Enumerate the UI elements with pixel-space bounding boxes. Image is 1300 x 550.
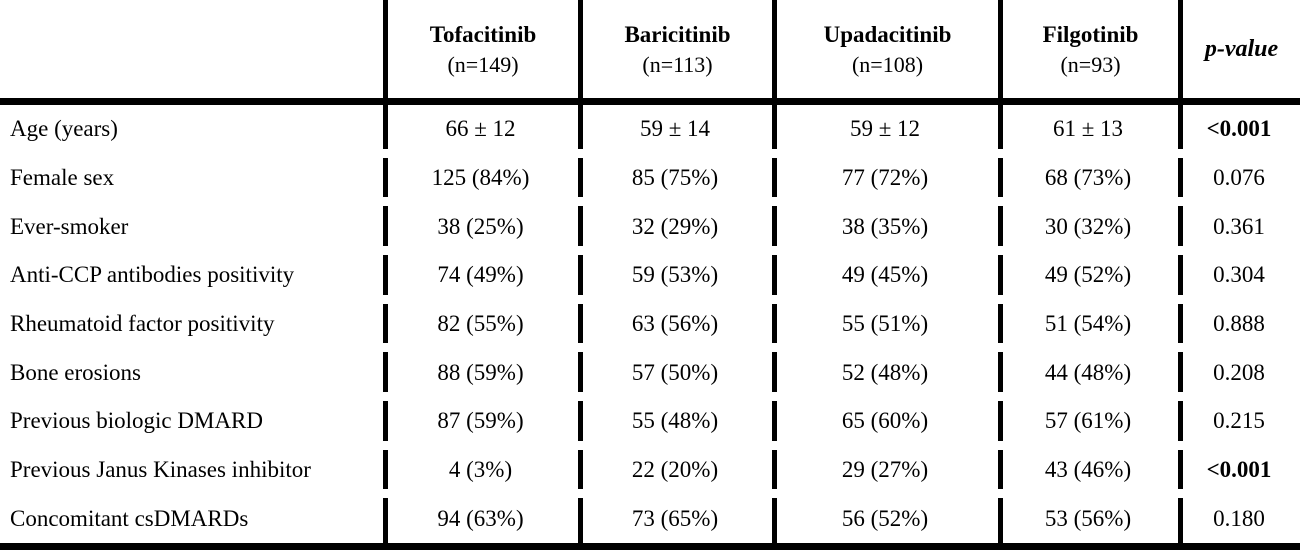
cell-tofacitinib: 66 ± 12 — [383, 105, 578, 154]
cell-p-value: 0.361 — [1178, 202, 1300, 251]
cell-tofacitinib: 125 (84%) — [383, 154, 578, 203]
table-row-previous-biologic-dmard: Previous biologic DMARD 87 (59%) 55 (48%… — [0, 397, 1300, 446]
cell-p-value: 0.076 — [1178, 154, 1300, 203]
row-label: Ever-smoker — [10, 213, 129, 239]
cell-filgotinib: 49 (52%) — [998, 251, 1178, 300]
cell-tofacitinib: 4 (3%) — [383, 446, 578, 495]
row-label: Previous Janus Kinases inhibitor — [10, 456, 311, 482]
cell-tofacitinib: 94 (63%) — [383, 494, 578, 543]
cell-tofacitinib: 74 (49%) — [383, 251, 578, 300]
cell-upadacitinib: 49 (45%) — [772, 251, 998, 300]
cell-tofacitinib: 87 (59%) — [383, 397, 578, 446]
table-row-ever-smoker: Ever-smoker 38 (25%) 32 (29%) 38 (35%) 3… — [0, 202, 1300, 251]
column-header-p-value: p-value — [1178, 0, 1300, 98]
cell-baricitinib: 22 (20%) — [578, 446, 772, 495]
drug-name: Upadacitinib — [823, 21, 952, 47]
sample-size: (n=113) — [642, 51, 713, 77]
cell-p-value: 0.180 — [1178, 494, 1300, 543]
cell-baricitinib: 32 (29%) — [578, 202, 772, 251]
cell-baricitinib: 57 (50%) — [578, 348, 772, 397]
cell-filgotinib: 43 (46%) — [998, 446, 1178, 495]
sample-size: (n=93) — [1060, 51, 1121, 77]
cell-filgotinib: 51 (54%) — [998, 300, 1178, 349]
cell-baricitinib: 59 ± 14 — [578, 105, 772, 154]
cell-baricitinib: 73 (65%) — [578, 494, 772, 543]
cell-baricitinib: 85 (75%) — [578, 154, 772, 203]
row-label: Concomitant csDMARDs — [10, 505, 249, 531]
table-row-rheumatoid-factor: Rheumatoid factor positivity 82 (55%) 63… — [0, 300, 1300, 349]
column-header-upadacitinib: Upadacitinib (n=108) — [772, 0, 998, 98]
cell-p-value: 0.888 — [1178, 300, 1300, 349]
cell-p-value: 0.208 — [1178, 348, 1300, 397]
table-row-female-sex: Female sex 125 (84%) 85 (75%) 77 (72%) 6… — [0, 154, 1300, 203]
sample-size: (n=149) — [447, 51, 519, 77]
cell-filgotinib: 44 (48%) — [998, 348, 1178, 397]
cell-filgotinib: 68 (73%) — [998, 154, 1178, 203]
drug-name: Baricitinib — [624, 21, 731, 47]
cell-filgotinib: 57 (61%) — [998, 397, 1178, 446]
row-label: Anti-CCP antibodies positivity — [10, 262, 295, 288]
cell-upadacitinib: 56 (52%) — [772, 494, 998, 543]
table-row-concomitant-csdmards: Concomitant csDMARDs 94 (63%) 73 (65%) 5… — [0, 494, 1300, 543]
drug-name: Filgotinib — [1042, 21, 1139, 47]
row-label: Age (years) — [10, 116, 118, 142]
table-row-age: Age (years) 66 ± 12 59 ± 14 59 ± 12 61 ±… — [0, 105, 1300, 154]
column-header-tofacitinib: Tofacitinib (n=149) — [383, 0, 578, 98]
cell-upadacitinib: 55 (51%) — [772, 300, 998, 349]
row-label: Female sex — [10, 164, 115, 190]
column-header-baricitinib: Baricitinib (n=113) — [578, 0, 772, 98]
column-header-empty — [0, 0, 383, 98]
cell-tofacitinib: 82 (55%) — [383, 300, 578, 349]
cell-tofacitinib: 38 (25%) — [383, 202, 578, 251]
cell-upadacitinib: 52 (48%) — [772, 348, 998, 397]
cell-tofacitinib: 88 (59%) — [383, 348, 578, 397]
cell-baricitinib: 55 (48%) — [578, 397, 772, 446]
cell-p-value: 0.215 — [1178, 397, 1300, 446]
row-label: Previous biologic DMARD — [10, 408, 263, 434]
table-row-previous-jak-inhibitor: Previous Janus Kinases inhibitor 4 (3%) … — [0, 446, 1300, 495]
row-label: Bone erosions — [10, 359, 141, 385]
cell-filgotinib: 53 (56%) — [998, 494, 1178, 543]
cell-filgotinib: 30 (32%) — [998, 202, 1178, 251]
row-label: Rheumatoid factor positivity — [10, 310, 275, 336]
table-body: Age (years) 66 ± 12 59 ± 14 59 ± 12 61 ±… — [0, 105, 1300, 550]
sample-size: (n=108) — [851, 51, 924, 77]
cell-p-value: 0.304 — [1178, 251, 1300, 300]
cell-baricitinib: 63 (56%) — [578, 300, 772, 349]
p-value-label: p-value — [1204, 36, 1279, 62]
cell-p-value: <0.001 — [1178, 446, 1300, 495]
cell-baricitinib: 59 (53%) — [578, 251, 772, 300]
table-header-row: Tofacitinib (n=149) Baricitinib (n=113) … — [0, 0, 1300, 105]
cell-p-value: <0.001 — [1178, 105, 1300, 154]
cell-upadacitinib: 38 (35%) — [772, 202, 998, 251]
cell-upadacitinib: 77 (72%) — [772, 154, 998, 203]
cell-upadacitinib: 29 (27%) — [772, 446, 998, 495]
cell-upadacitinib: 65 (60%) — [772, 397, 998, 446]
table-row-bone-erosions: Bone erosions 88 (59%) 57 (50%) 52 (48%)… — [0, 348, 1300, 397]
cell-filgotinib: 61 ± 13 — [998, 105, 1178, 154]
column-header-filgotinib: Filgotinib (n=93) — [998, 0, 1178, 98]
drug-name: Tofacitinib — [429, 21, 537, 47]
cell-upadacitinib: 59 ± 12 — [772, 105, 998, 154]
table-row-anti-ccp: Anti-CCP antibodies positivity 74 (49%) … — [0, 251, 1300, 300]
